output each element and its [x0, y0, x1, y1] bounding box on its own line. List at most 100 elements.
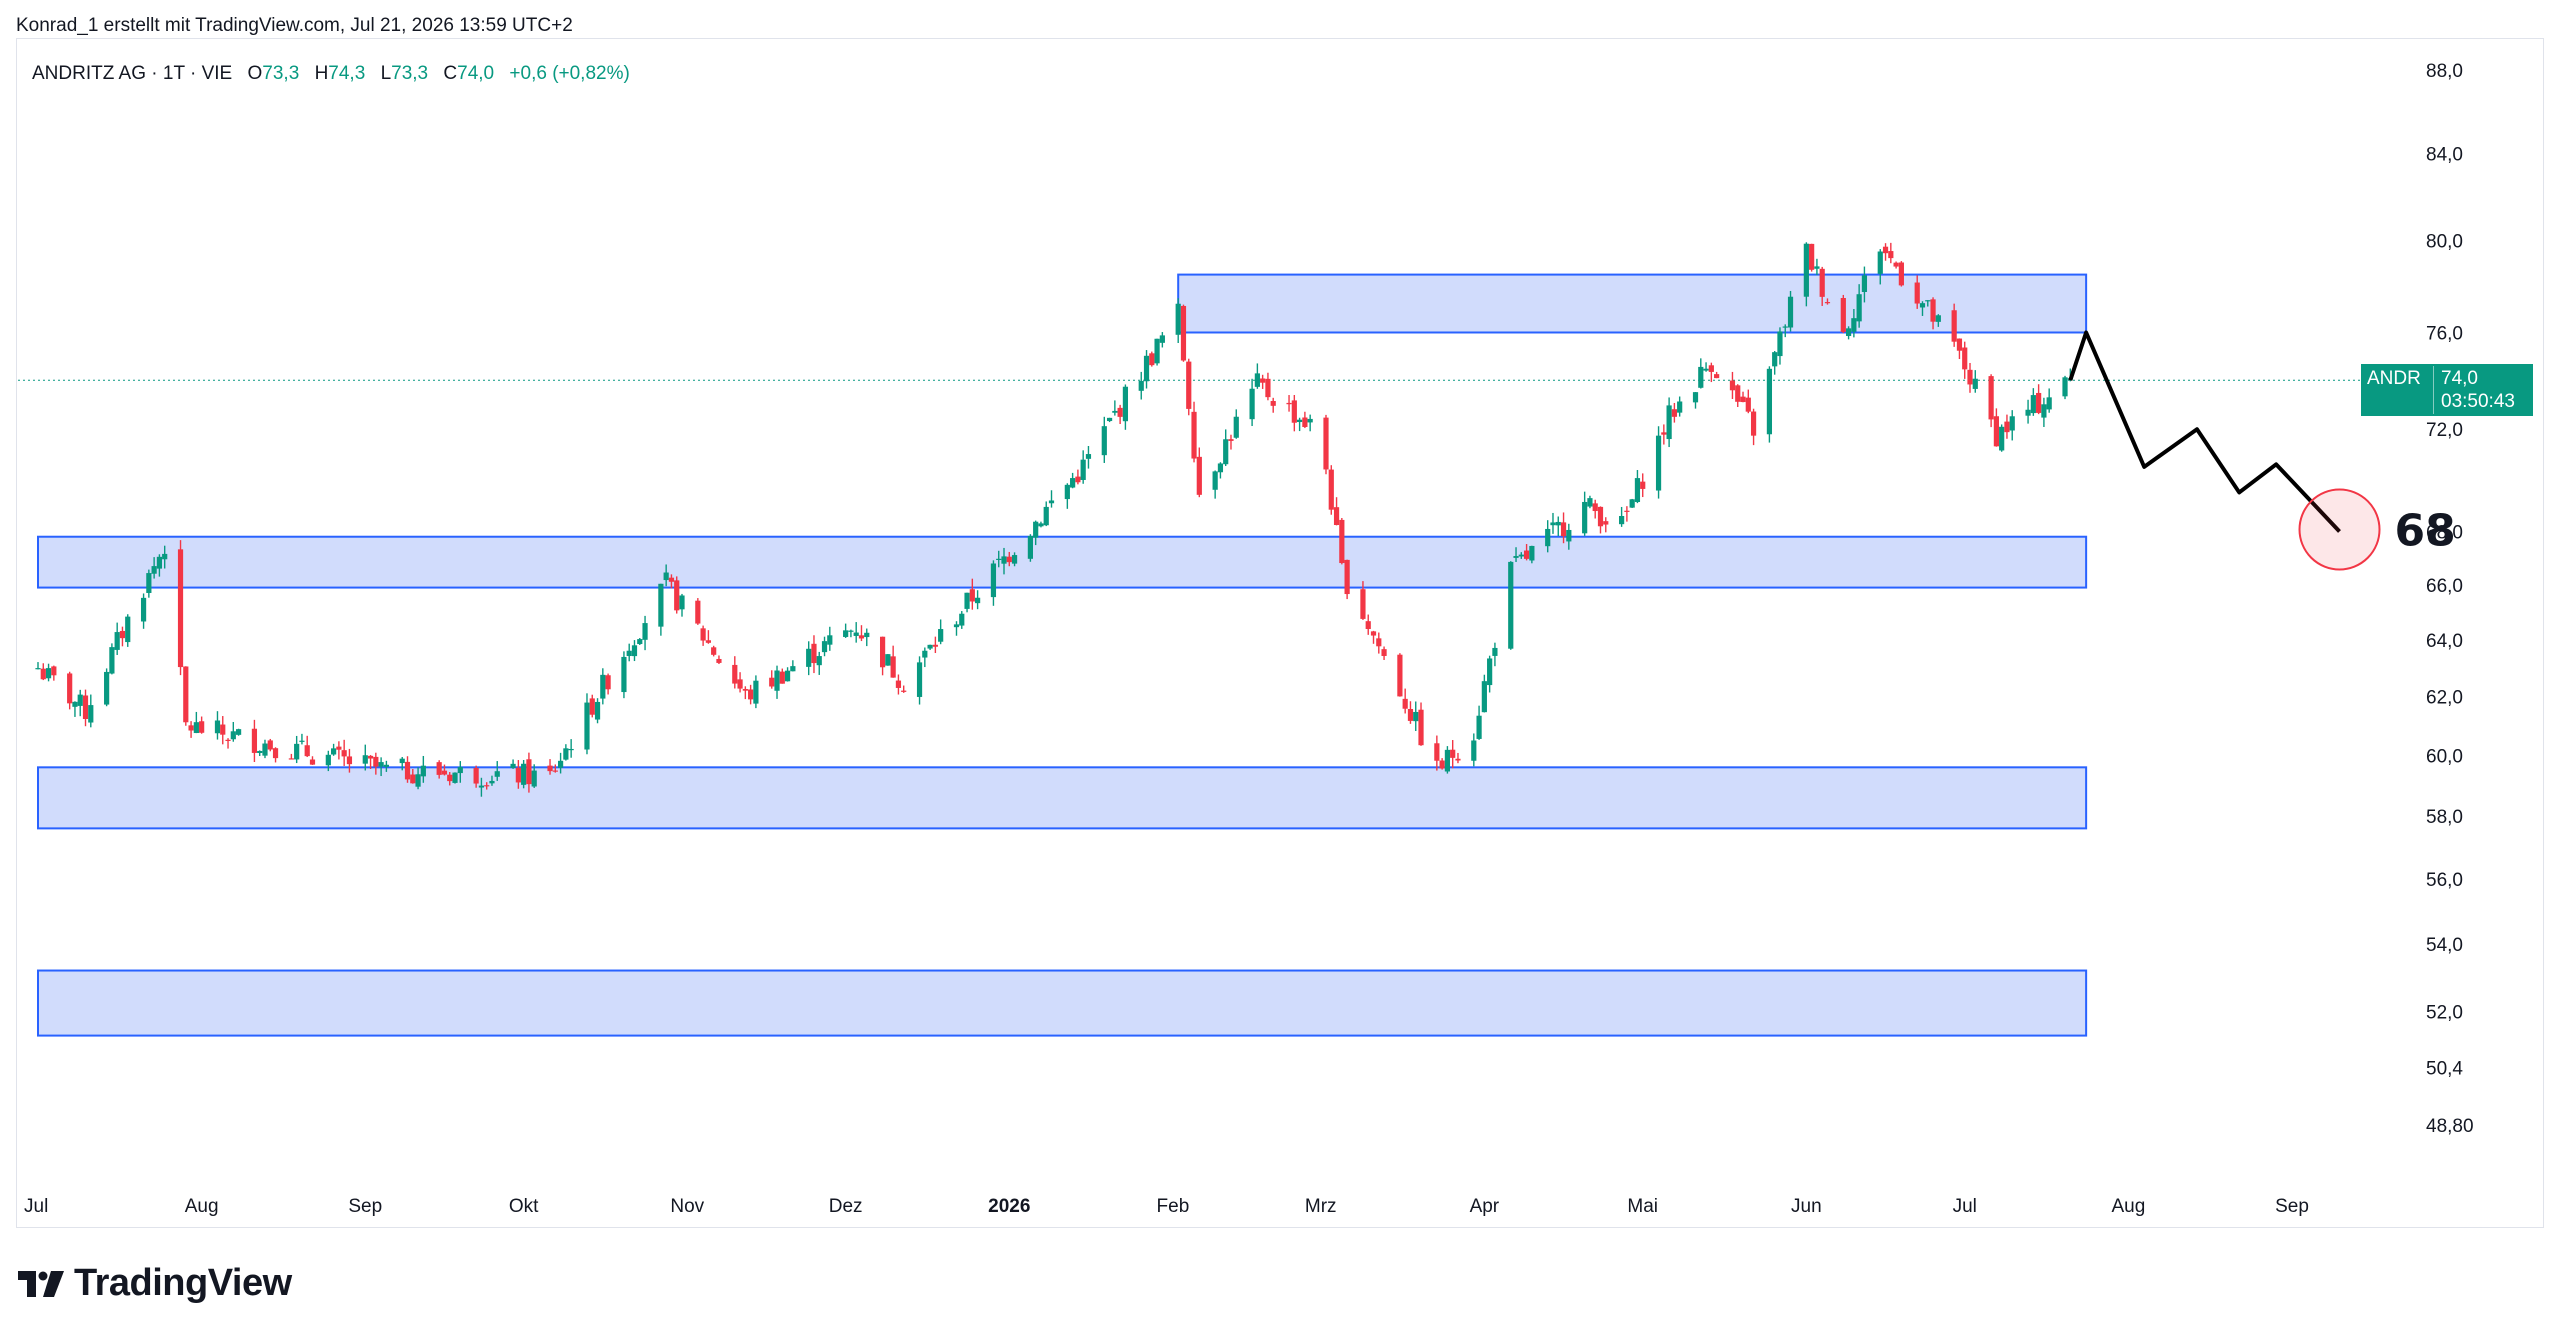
candle-body [1629, 499, 1635, 508]
candle-body [1418, 709, 1424, 746]
time-tick-label: Aug [185, 1196, 219, 1217]
candle-body [1228, 439, 1234, 441]
candle-body [1925, 300, 1931, 302]
candle-body [1882, 246, 1889, 254]
candle-body [1735, 385, 1741, 402]
candle-body [1814, 266, 1820, 269]
price-tick-label: 52,0 [2426, 1002, 2463, 1023]
candle-body [1740, 396, 1746, 403]
candle-body [1112, 410, 1118, 413]
candle-body [341, 750, 347, 757]
candle-body [711, 647, 717, 655]
zone-box-4[interactable] [37, 969, 2088, 1037]
candle-body [1655, 435, 1662, 491]
time-tick-label: Aug [2111, 1196, 2145, 1217]
candle-body [109, 647, 115, 674]
candle-body [1566, 529, 1572, 542]
price-tick-label: 76,0 [2426, 323, 2463, 344]
candle-body [848, 630, 854, 632]
candle-body [309, 759, 316, 765]
candle-body [1080, 459, 1086, 480]
candle-body [2025, 409, 2031, 416]
candle-body [563, 748, 569, 760]
candle-body [1370, 631, 1377, 636]
candle-body [790, 666, 796, 672]
candle-body [478, 785, 485, 788]
legend-low-value: 73,3 [391, 63, 429, 84]
candle-body [748, 689, 754, 700]
candle-body [705, 640, 711, 643]
candle-body [1376, 638, 1382, 647]
candle-body [658, 583, 664, 627]
candle-body [225, 739, 231, 741]
candle-body [1851, 318, 1857, 332]
candle-body [1339, 519, 1345, 564]
candle-body [304, 745, 310, 757]
candle-body [890, 656, 896, 678]
candle-body [35, 668, 41, 670]
badge-ticker: ANDR [2367, 368, 2421, 389]
candle-body [156, 556, 163, 569]
candle-body [1492, 647, 1498, 656]
time-tick-label: Jul [24, 1196, 48, 1217]
candle-body [1117, 407, 1123, 417]
time-tick-label: Sep [348, 1196, 382, 1217]
candle-body [753, 680, 759, 704]
time-tick-label: Feb [1157, 1196, 1190, 1217]
candle-body [1634, 478, 1641, 502]
candle-body [2009, 416, 2015, 431]
candle-body [1159, 335, 1165, 343]
candle-body [1006, 556, 1012, 563]
candle-body [769, 677, 775, 687]
candle-body [1592, 503, 1598, 512]
price-tick-label: 80,0 [2426, 232, 2463, 253]
candle-body [964, 592, 970, 609]
candle-body [969, 589, 975, 602]
candle-body [1714, 374, 1720, 379]
candle-body [1439, 760, 1445, 769]
candle-body [1677, 401, 1683, 413]
candle-body [916, 662, 923, 697]
candle-body [510, 763, 516, 768]
candle-body [441, 770, 448, 775]
time-tick-label: Mrz [1305, 1196, 1337, 1217]
candle-body [373, 756, 379, 767]
candle-body [1070, 478, 1076, 488]
candle-body [1999, 426, 2005, 451]
candle-body [1750, 411, 1757, 436]
candle-body [927, 644, 933, 649]
candle-body [484, 785, 490, 787]
zone-box-3[interactable] [37, 766, 2088, 830]
candle-body [251, 728, 258, 753]
candle-body [1619, 516, 1625, 525]
candle-body [1703, 368, 1709, 371]
projection-path[interactable] [2068, 330, 2341, 533]
zone-box-2[interactable] [37, 535, 2088, 589]
candle-body [1582, 501, 1588, 534]
candle-body [262, 743, 268, 756]
candle-body [1333, 507, 1340, 526]
target-circle[interactable] [2298, 488, 2381, 571]
candle-body [1043, 506, 1049, 526]
chart-caption: Konrad_1 erstellt mit TradingView.com, J… [16, 15, 573, 36]
candle-body [1011, 555, 1018, 564]
candle-body [447, 774, 453, 782]
candle-body [1186, 361, 1192, 409]
zone-box-1[interactable] [1177, 273, 2088, 334]
tradingview-wordmark: TradingView [74, 1262, 292, 1304]
candle-body [1265, 378, 1271, 398]
time-tick-label: Mai [1627, 1196, 1658, 1217]
candle-body [367, 755, 374, 759]
projection-layer: 68 [2068, 330, 2456, 571]
price-tick-label: 48,80 [2426, 1116, 2474, 1137]
candle-body [742, 688, 748, 691]
price-tick-label: 60,0 [2426, 746, 2463, 767]
time-tick-label: 2026 [988, 1196, 1030, 1217]
candle-body [1914, 282, 1920, 304]
tradingview-logo[interactable]: TradingView [18, 1262, 292, 1305]
candle-body [1603, 521, 1609, 525]
candle-body [864, 632, 870, 638]
candle-body [1861, 275, 1868, 293]
candle-body [1782, 326, 1788, 328]
